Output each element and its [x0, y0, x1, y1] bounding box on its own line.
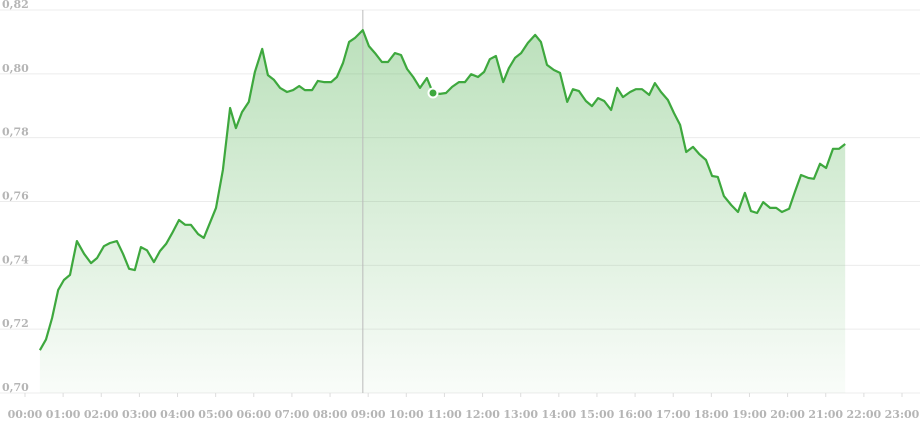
x-tick-label: 22:00	[847, 408, 882, 421]
hover-point	[427, 87, 439, 99]
x-tick-label: 01:00	[46, 408, 81, 421]
x-tick-label: 07:00	[275, 408, 310, 421]
x-tick-label: 14:00	[541, 408, 576, 421]
x-tick-label: 00:00	[8, 408, 43, 421]
x-tick-label: 10:00	[389, 408, 424, 421]
x-tick-label: 03:00	[122, 408, 157, 421]
area	[39, 30, 846, 393]
x-tick-label: 08:00	[313, 408, 348, 421]
x-tick-label: 04:00	[160, 408, 195, 421]
x-tick-label: 20:00	[770, 408, 805, 421]
x-tick-label: 06:00	[236, 408, 271, 421]
y-tick-label: 0,72	[2, 317, 29, 330]
x-tick-label: 12:00	[465, 408, 500, 421]
x-tick-label: 11:00	[427, 408, 462, 421]
x-tick-label: 19:00	[732, 408, 767, 421]
x-tick-label: 16:00	[618, 408, 653, 421]
x-tick-label: 21:00	[808, 408, 843, 421]
x-tick-label: 18:00	[694, 408, 729, 421]
y-tick-label: 0,80	[2, 62, 29, 75]
x-tick-label: 15:00	[580, 408, 615, 421]
x-tick-label: 17:00	[656, 408, 691, 421]
x-tick-label: 02:00	[84, 408, 119, 421]
x-tick-label: 23:00	[885, 408, 920, 421]
x-tick-label: 09:00	[351, 408, 386, 421]
y-tick-label: 0,76	[2, 190, 29, 203]
y-tick-label: 0,70	[2, 381, 29, 394]
y-tick-label: 0,82	[2, 0, 29, 11]
x-tick-label: 05:00	[198, 408, 233, 421]
y-tick-label: 0,78	[2, 126, 29, 139]
x-tick-label: 13:00	[503, 408, 538, 421]
y-tick-label: 0,74	[2, 253, 29, 266]
line	[38, 29, 846, 351]
